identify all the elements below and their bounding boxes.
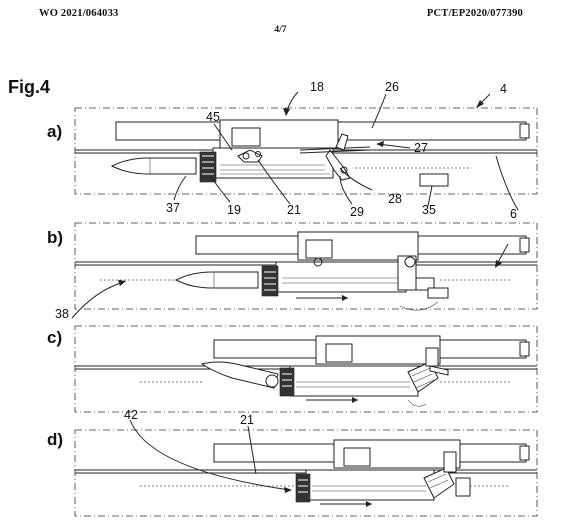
- panel-b-housing-outline: [74, 222, 538, 310]
- ref-29: 29: [350, 205, 364, 219]
- panel-d-bolt-carrier: [305, 469, 435, 501]
- ref-27: 27: [414, 141, 428, 155]
- ref-26: 26: [385, 80, 399, 94]
- panel-c-bolt-carrier: [289, 365, 419, 397]
- panel-c-receiver: [315, 335, 441, 365]
- reference-numerals: 18 26 4 45 27 28 29 37 19 21 35 6 38 42 …: [55, 80, 517, 427]
- panel-d-gear: [295, 473, 311, 503]
- panel-c-gear: [279, 367, 295, 397]
- panel-label-c: c): [47, 328, 63, 347]
- panel-a-receiver: [219, 119, 339, 149]
- application-number: PCT/EP2020/077390: [426, 8, 523, 19]
- ref-21: 21: [287, 203, 301, 217]
- panel-d-drawing: [74, 429, 538, 517]
- figure-title: Fig.4: [8, 77, 51, 97]
- sheet-number: 4/7: [274, 25, 287, 35]
- panel-b-bolt-carrier: [275, 261, 407, 293]
- publication-number: WO 2021/064033: [39, 8, 119, 19]
- panel-c-drawing: [74, 325, 538, 413]
- panel-label-b: b): [47, 228, 64, 247]
- panel-a-cartridge: [110, 157, 197, 175]
- panel-b-drawing: [74, 222, 538, 311]
- ref-37: 37: [166, 201, 180, 215]
- ref-45: 45: [206, 110, 220, 124]
- ref-19: 19: [227, 203, 241, 217]
- ref-38: 38: [55, 307, 69, 321]
- panel-label-a: a): [47, 122, 63, 141]
- ref-6: 6: [510, 207, 517, 221]
- ref-21b: 21: [240, 413, 254, 427]
- panel-b-receiver: [297, 231, 419, 261]
- ref-42: 42: [124, 408, 138, 422]
- panel-label-d: d): [47, 430, 64, 449]
- panel-a-sensor: [419, 173, 449, 187]
- panel-b-cartridge: [174, 271, 259, 289]
- panel-a-drawing: [74, 107, 538, 195]
- leader-lines: [71, 91, 519, 493]
- ref-4: 4: [500, 82, 507, 96]
- ref-35: 35: [422, 203, 436, 217]
- panel-d-receiver: [333, 439, 461, 469]
- panel-b-gear: [261, 265, 279, 297]
- panel-a-housing-outline: [74, 107, 538, 195]
- ref-18: 18: [310, 80, 324, 94]
- ref-28: 28: [388, 192, 402, 206]
